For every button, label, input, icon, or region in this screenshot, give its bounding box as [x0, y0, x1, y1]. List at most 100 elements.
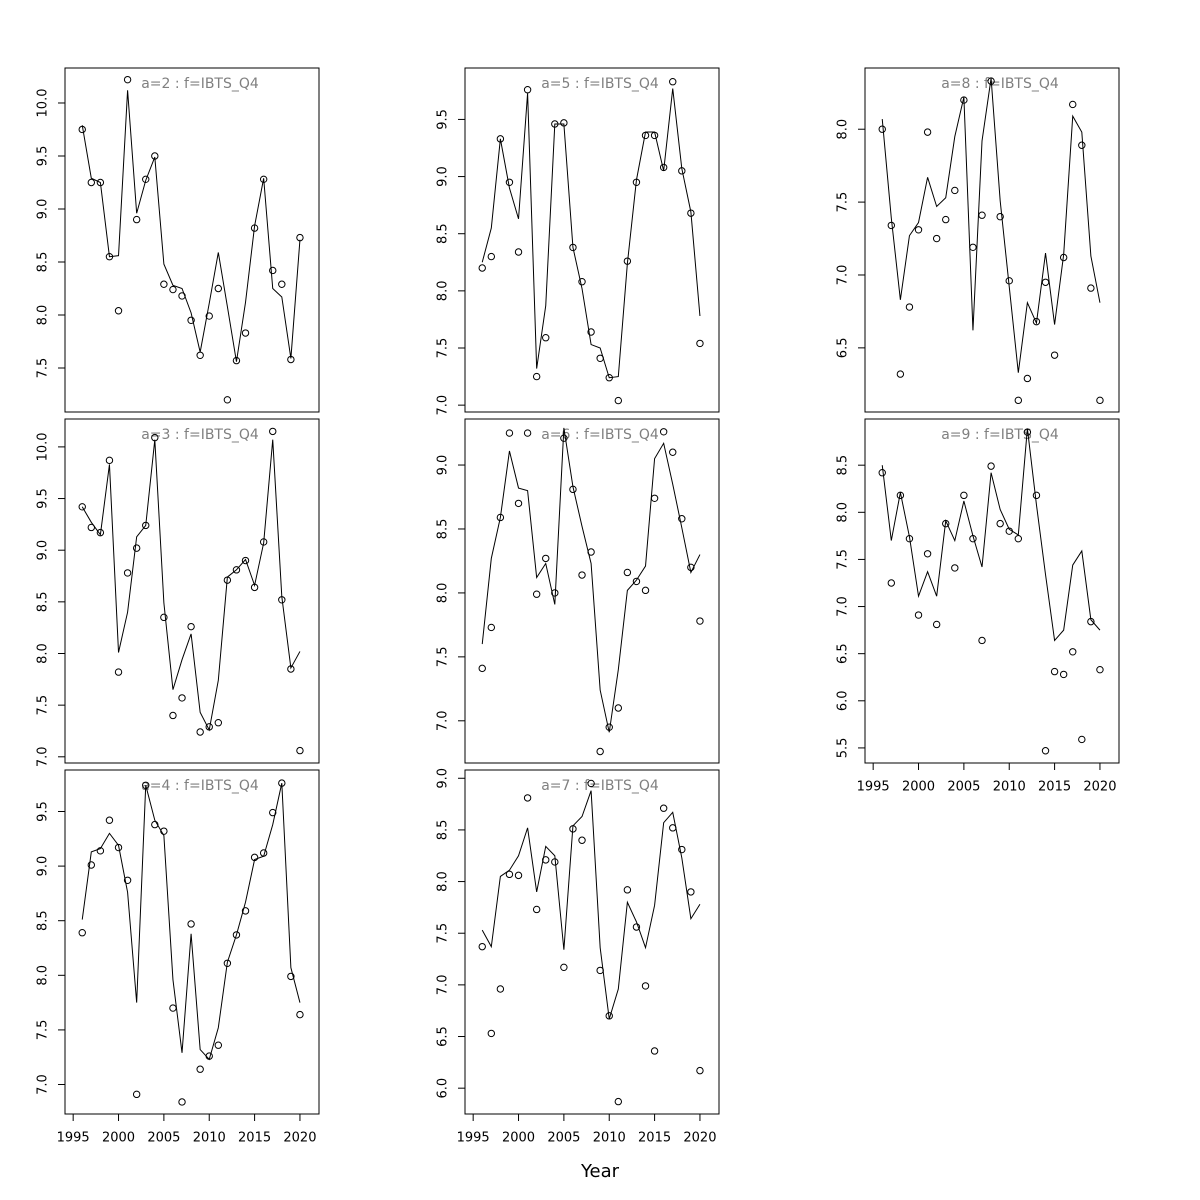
data-point: [887, 579, 896, 587]
data-point: [887, 221, 896, 230]
data-point: [278, 280, 286, 288]
y-tick-label: 7.0: [36, 1074, 51, 1095]
data-point: [578, 836, 586, 844]
y-tick-label: 7.0: [436, 710, 451, 731]
data-point: [542, 334, 550, 342]
x-tick-label: 2010: [993, 780, 1026, 795]
y-tick-label: 6.0: [836, 690, 851, 711]
y-tick-label: 7.5: [436, 923, 451, 944]
x-tick-label: 2005: [147, 1131, 180, 1146]
data-point: [169, 1004, 177, 1012]
data-point: [659, 804, 668, 812]
data-point: [214, 719, 223, 727]
y-tick-label: 7.5: [836, 549, 851, 570]
y-tick-label: 7.0: [436, 395, 451, 416]
data-point: [223, 959, 232, 967]
data-point: [1069, 100, 1077, 109]
data-point: [632, 577, 641, 586]
data-point: [196, 1065, 204, 1073]
data-point: [1087, 284, 1095, 292]
data-point: [496, 985, 505, 993]
data-point: [1096, 665, 1104, 674]
data-point: [196, 351, 204, 359]
data-point: [632, 923, 641, 931]
data-point: [87, 861, 96, 869]
y-tick-label: 6.5: [436, 1026, 451, 1047]
y-tick-label: 7.5: [436, 338, 451, 359]
y-tick-label: 7.5: [836, 192, 851, 213]
fit-line: [81, 782, 301, 1061]
data-point: [78, 929, 86, 937]
data-point: [696, 1066, 704, 1075]
data-point: [669, 448, 677, 456]
plot-frame: [464, 418, 720, 764]
data-point: [578, 571, 586, 579]
data-point: [296, 746, 304, 755]
y-tick-label: 9.0: [36, 540, 51, 561]
fit-line: [481, 427, 701, 733]
data-point: [1059, 670, 1068, 679]
data-point: [542, 554, 550, 563]
data-point: [996, 519, 1004, 528]
x-tick-label: 1995: [857, 780, 890, 795]
data-point: [241, 556, 250, 565]
plot-frame: [64, 418, 320, 764]
y-tick-label: 8.5: [836, 455, 851, 476]
x-tick-label: 2005: [547, 1131, 580, 1146]
data-point: [978, 636, 986, 645]
y-tick-label: 7.5: [36, 695, 51, 716]
y-tick-label: 7.5: [36, 1020, 51, 1041]
data-point: [1041, 278, 1050, 286]
data-point: [132, 544, 141, 552]
data-point: [687, 888, 695, 896]
data-point: [623, 568, 632, 577]
y-tick-label: 8.0: [36, 965, 51, 986]
data-point: [696, 339, 704, 348]
data-point: [587, 328, 595, 336]
data-point: [951, 564, 959, 572]
data-point: [132, 215, 141, 224]
y-tick-label: 8.0: [36, 305, 51, 326]
y-tick-label: 7.0: [36, 746, 51, 767]
data-point: [187, 920, 195, 928]
data-point: [523, 86, 532, 94]
data-point: [269, 266, 277, 275]
x-tick-label: 2020: [683, 1131, 716, 1146]
data-point: [1014, 534, 1023, 543]
data-point: [951, 186, 959, 195]
y-tick-label: 6.0: [436, 1078, 451, 1099]
data-point: [214, 1041, 223, 1049]
data-point: [178, 1098, 186, 1106]
data-point: [105, 816, 114, 824]
data-point: [614, 396, 623, 405]
data-point: [505, 870, 514, 879]
data-point: [187, 622, 195, 631]
data-point: [178, 694, 186, 702]
plot-frame: [864, 67, 1120, 413]
fit-line: [881, 428, 1101, 642]
y-tick-label: 8.5: [436, 519, 451, 540]
data-point: [514, 248, 523, 256]
y-tick-label: 9.5: [36, 146, 51, 167]
data-point: [160, 280, 168, 288]
data-point: [542, 856, 550, 864]
data-point: [1050, 667, 1059, 676]
panel-title: a=9 : f=IBTS_Q4: [941, 427, 1059, 443]
data-point: [241, 907, 250, 915]
data-point: [560, 963, 568, 972]
data-point: [896, 370, 905, 378]
fit-line: [81, 439, 301, 732]
data-point: [169, 711, 177, 720]
y-tick-label: 7.5: [436, 647, 451, 668]
fit-line: [481, 88, 701, 379]
x-tick-label: 2000: [502, 1131, 535, 1146]
data-point: [923, 128, 932, 136]
x-tick-label: 2010: [193, 1131, 226, 1146]
data-point: [641, 586, 650, 595]
data-point: [696, 617, 704, 625]
data-point: [223, 396, 232, 404]
data-point: [160, 613, 168, 622]
x-tick-label: 2015: [238, 1131, 271, 1146]
y-tick-label: 7.0: [436, 975, 451, 996]
data-point: [478, 264, 486, 272]
